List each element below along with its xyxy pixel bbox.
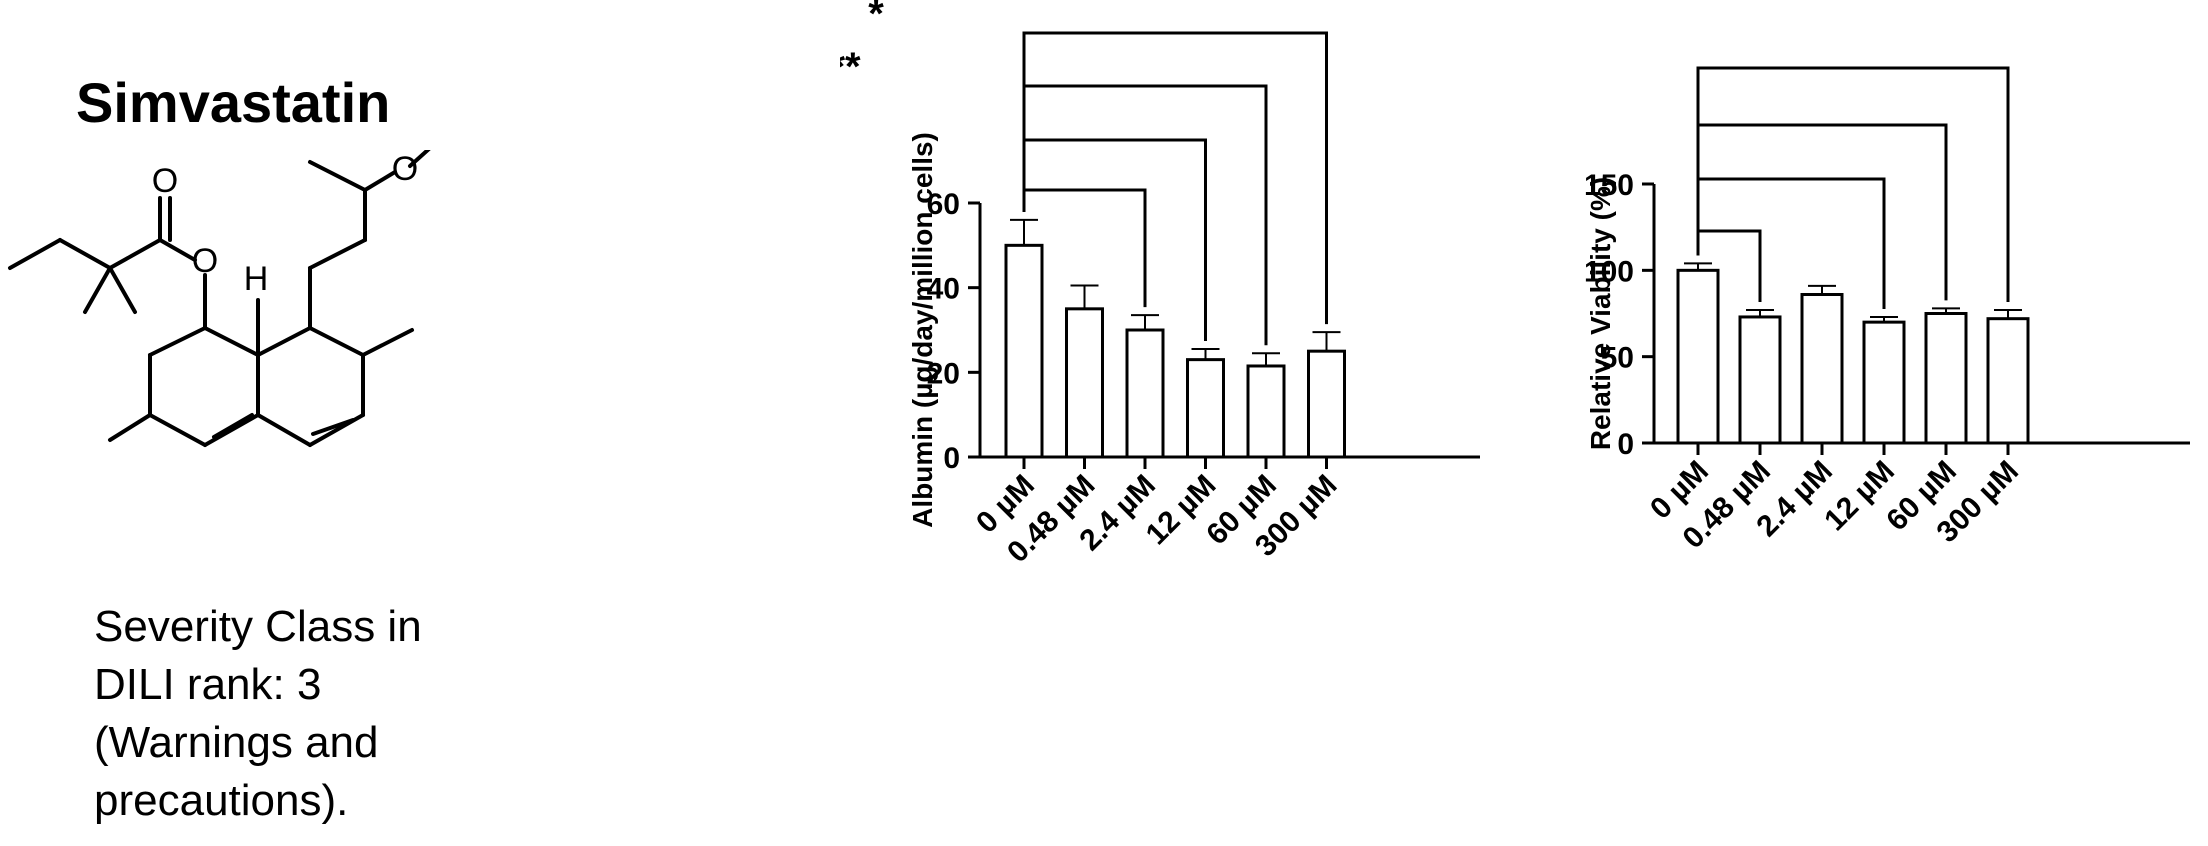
significance-bracket	[1022, 31, 1328, 325]
bar	[1186, 358, 1225, 459]
bar	[1862, 320, 1906, 445]
y-tick-label: 60	[927, 188, 960, 221]
significance-bracket	[1022, 138, 1207, 342]
y-tick-label: 100	[1584, 255, 1634, 288]
severity-line: precautions).	[94, 776, 349, 825]
y-axis-label: Albumin (µg/day/million cells)	[907, 132, 938, 528]
significance-label: *	[868, 0, 884, 36]
x-tick-label: 12 µM	[1818, 455, 1901, 538]
y-tick-label: 40	[927, 273, 960, 306]
significance-bracket	[1696, 66, 2010, 303]
bar	[1676, 268, 1720, 445]
atom-ring-o: O	[392, 150, 418, 188]
severity-line: DILI rank: 3	[94, 660, 322, 709]
y-tick-label: 20	[927, 357, 960, 390]
bar	[1004, 243, 1044, 459]
chemical-structure: H O O O	[8, 150, 431, 447]
bar	[1125, 328, 1165, 459]
bar	[1924, 312, 1968, 445]
significance-bracket	[1696, 177, 1886, 309]
severity-class: Severity Class in DILI rank: 3 (Warnings…	[94, 598, 514, 830]
bar	[1065, 307, 1104, 459]
bar	[1800, 293, 1844, 445]
y-axis-label: Relative Viability (%)	[1585, 177, 1616, 450]
bar	[1738, 315, 1782, 445]
severity-line: Severity Class in	[94, 602, 422, 651]
y-tick-label: 0	[943, 442, 960, 475]
y-tick-label: 0	[1617, 428, 1634, 461]
significance-label: **	[840, 45, 861, 89]
y-tick-label: 150	[1584, 169, 1634, 202]
compound-name: Simvastatin	[76, 71, 391, 134]
atom-h: H	[244, 260, 269, 298]
severity-line: (Warnings and	[94, 718, 379, 767]
y-tick-label: 50	[1601, 342, 1634, 375]
atom-ester-o: O	[192, 242, 218, 280]
significance-bracket	[1696, 123, 1948, 301]
bar	[1307, 349, 1346, 459]
bar	[1986, 317, 2030, 445]
atom-ester-carbonyl-o: O	[152, 162, 178, 200]
bar	[1246, 364, 1286, 459]
